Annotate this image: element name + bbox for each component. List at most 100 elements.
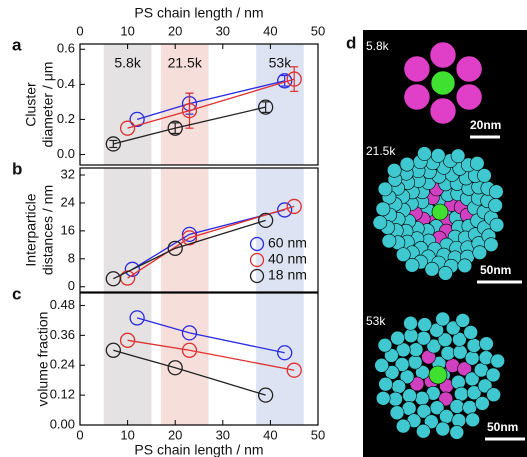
shaded-band <box>104 168 152 292</box>
particle <box>417 147 431 161</box>
y-axis-label: volume fraction <box>35 312 51 407</box>
panel-label: a <box>12 35 22 54</box>
image-label: 21.5k <box>366 144 396 158</box>
particle <box>400 157 414 171</box>
particle <box>436 312 450 326</box>
panel-label: c <box>12 284 21 303</box>
particle <box>458 259 472 273</box>
particle <box>415 391 429 405</box>
panel-label: d <box>346 33 356 52</box>
particle <box>456 84 482 110</box>
y-tick-label: 0.36 <box>50 327 75 342</box>
particle <box>490 218 504 232</box>
particle <box>404 56 430 82</box>
particle <box>441 346 455 360</box>
particle <box>392 380 406 394</box>
particle <box>431 71 455 95</box>
x-tick-label: 30 <box>216 427 230 442</box>
particle <box>405 258 419 272</box>
particle <box>378 338 392 352</box>
x-tick-label: 0 <box>76 23 83 38</box>
particle <box>463 401 477 415</box>
particle <box>467 338 481 352</box>
y-tick-label: 0.0 <box>57 146 75 161</box>
particle <box>489 185 503 199</box>
particle <box>450 399 464 413</box>
y-tick-label: 0.2 <box>57 111 75 126</box>
shaded-band <box>161 293 209 425</box>
legend-label: 18 nm <box>268 267 307 283</box>
particle <box>432 204 448 220</box>
band-label: 53k <box>269 55 293 71</box>
scale-label: 50nm <box>487 420 518 434</box>
x-tick-label: 50 <box>311 427 325 442</box>
x-tick-label: 40 <box>263 23 277 38</box>
x-axis-label: PS chain length / nm <box>134 5 263 21</box>
particle <box>486 368 500 382</box>
particle <box>491 354 505 368</box>
x-axis-label: PS chain length / nm <box>134 442 263 457</box>
particle <box>489 198 503 212</box>
particle <box>450 425 464 439</box>
particle <box>416 424 430 438</box>
particle <box>396 419 410 433</box>
particle <box>417 331 431 345</box>
particle <box>379 377 393 391</box>
particle <box>373 216 387 230</box>
y-tick-label: 32 <box>61 166 75 181</box>
y-tick-label: 0.12 <box>50 387 75 402</box>
particle <box>387 163 401 177</box>
particle <box>378 182 392 196</box>
particle <box>431 148 445 162</box>
particle <box>487 388 501 402</box>
particle <box>430 42 456 68</box>
panel-label: b <box>12 159 22 178</box>
legend-label: 40 nm <box>268 251 307 267</box>
particle <box>456 56 482 82</box>
particle <box>475 396 489 410</box>
particle <box>376 202 390 216</box>
x-tick-label: 0 <box>76 427 83 442</box>
x-tick-label: 50 <box>311 23 325 38</box>
y-tick-label: 8 <box>68 250 75 265</box>
particle <box>382 234 396 248</box>
particle <box>430 98 456 124</box>
particle <box>470 156 484 170</box>
x-tick-label: 10 <box>120 23 134 38</box>
band-label: 21.5k <box>168 55 203 71</box>
image-label: 53k <box>366 314 386 328</box>
scale-label: 50nm <box>480 263 511 277</box>
x-tick-label: 40 <box>263 427 277 442</box>
x-tick-label: 20 <box>168 23 182 38</box>
particle <box>404 84 430 110</box>
particle <box>376 391 390 405</box>
figure: d 5.8k 20nm 21.5k 50nm 53k 50nm 5.8k 21.5… <box>0 0 527 457</box>
y-axis-label: distances / nm <box>40 185 56 275</box>
shaded-band <box>256 293 304 425</box>
y-axis-label: diameter / μm <box>40 62 56 148</box>
image-label: 5.8k <box>366 39 390 53</box>
particle <box>456 313 470 327</box>
y-tick-label: 0.00 <box>50 416 75 431</box>
y-tick-label: 0.6 <box>57 41 75 56</box>
band-label: 5.8k <box>114 55 141 71</box>
x-tick-label: 10 <box>120 427 134 442</box>
particle <box>438 266 452 280</box>
y-tick-label: 24 <box>61 194 75 209</box>
particle <box>390 406 404 420</box>
particle <box>404 329 418 343</box>
particle <box>408 355 422 369</box>
particle <box>439 409 453 423</box>
particle <box>404 316 418 330</box>
particle <box>465 351 479 365</box>
particle <box>477 168 491 182</box>
particle <box>375 358 389 372</box>
y-axis-label: Cluster <box>23 82 39 127</box>
particle <box>466 413 480 427</box>
legend-label: 60 nm <box>268 235 307 251</box>
scale-label: 20nm <box>470 118 501 132</box>
particle <box>391 331 405 345</box>
x-tick-label: 30 <box>216 23 230 38</box>
particle <box>454 387 468 401</box>
y-tick-label: 0.48 <box>50 297 75 312</box>
